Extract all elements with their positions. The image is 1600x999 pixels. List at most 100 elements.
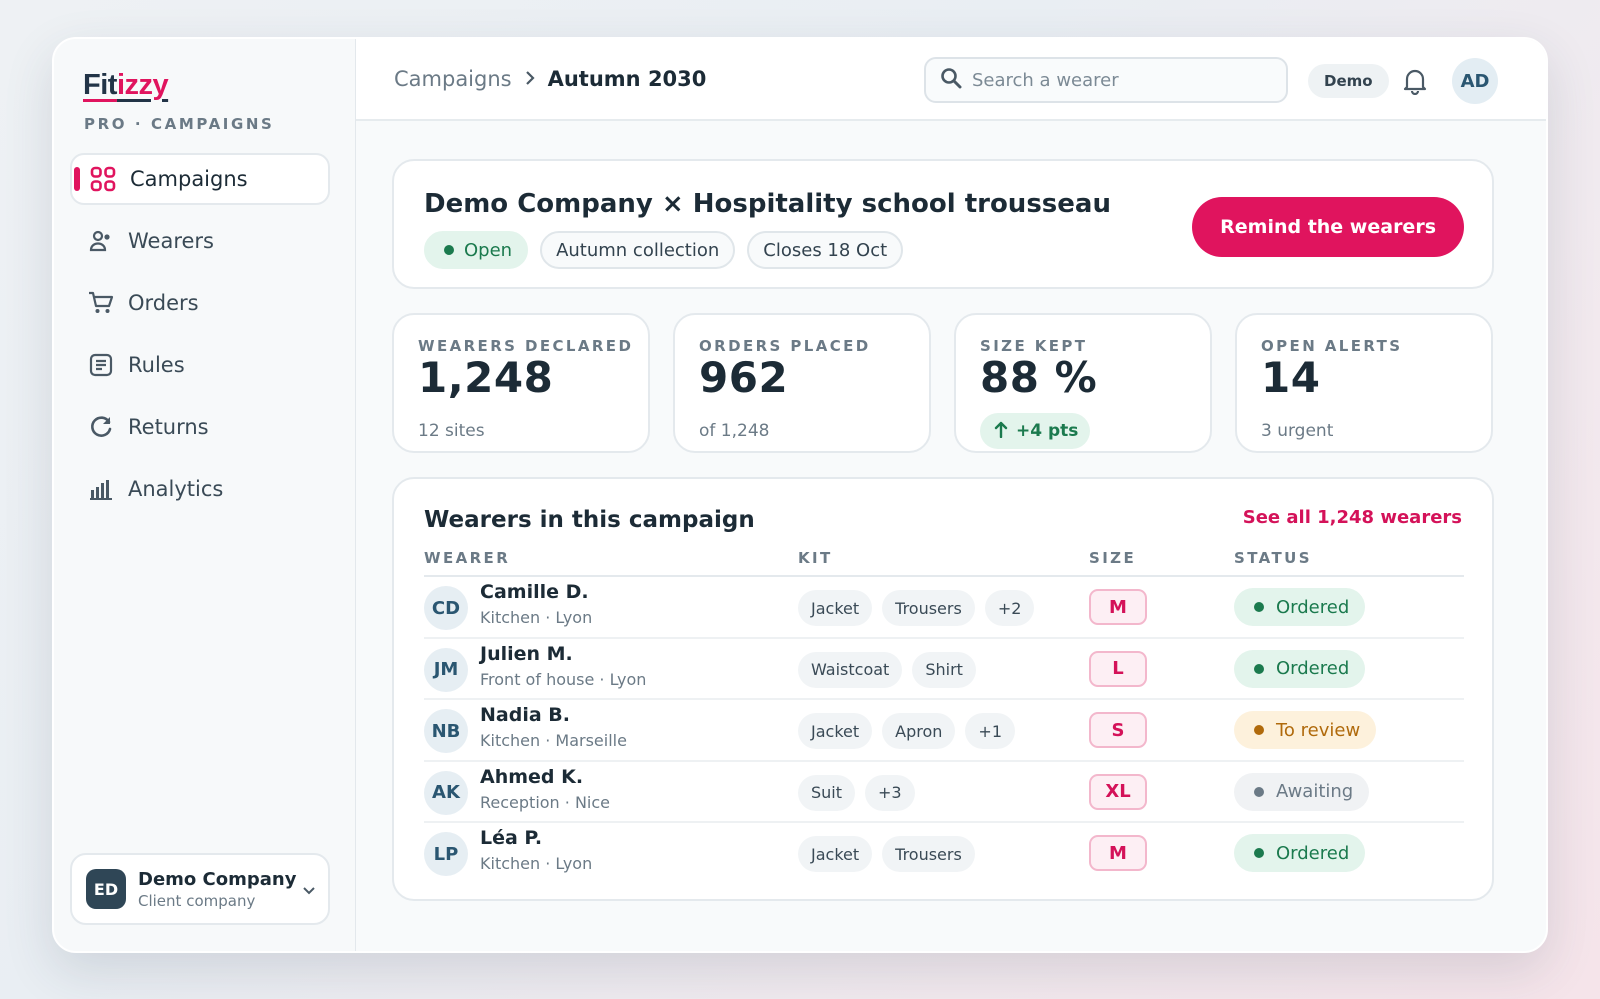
bar-chart-icon	[88, 476, 114, 502]
wearer-meta: Front of house · Lyon	[480, 669, 647, 689]
sidebar-item-rules[interactable]: Rules	[70, 339, 330, 391]
breadcrumb-current: Autumn 2030	[547, 67, 707, 91]
kit-chip: Apron	[882, 713, 956, 749]
table-body: CD Camille D. Kitchen · Lyon Jacket Trous…	[424, 577, 1464, 885]
kit-chip: Jacket	[798, 713, 873, 749]
see-all-wearers-link[interactable]: See all 1,248 wearers	[1242, 507, 1462, 528]
table-title: Wearers in this campaign	[424, 507, 755, 533]
search-box[interactable]	[924, 57, 1288, 103]
campaign-title: Demo Company × Hospitality school trouss…	[424, 189, 1111, 219]
kit-chip: Shirt	[912, 651, 976, 688]
status-label: Open	[464, 239, 513, 261]
logo-text-fit: Fit	[83, 69, 117, 101]
wearer-name: Léa P.	[480, 827, 543, 849]
stat-card-orders-placed: ORDERS PLACED 962 of 1,248	[673, 313, 931, 453]
campaign-tags: Open Autumn collection Closes 18 Oct	[424, 231, 904, 269]
stat-label: OPEN ALERTS	[1261, 337, 1403, 355]
stat-label: SIZE KEPT	[980, 337, 1088, 355]
status-label: To review	[1276, 719, 1361, 741]
sidebar-item-analytics[interactable]: Analytics	[70, 463, 330, 515]
column-header-size: SIZE	[1089, 549, 1137, 567]
app-window: Fitizzy PRO · CAMPAIGNS Campaigns Wearer…	[52, 37, 1548, 953]
search-input[interactable]	[972, 69, 1272, 91]
stat-value: 1,248	[418, 353, 554, 402]
kit-chip: +1	[965, 713, 1015, 749]
kit-list: Waistcoat Shirt	[798, 651, 976, 688]
stat-label: ORDERS PLACED	[699, 337, 871, 355]
table-row[interactable]: AK Ahmed K. Reception · Nice Suit +3 XL A…	[424, 762, 1464, 823]
company-avatar: ED	[86, 869, 126, 909]
status-dot	[1254, 663, 1264, 674]
size-badge: XL	[1089, 773, 1147, 810]
logo-text-izzy: izzy	[116, 69, 169, 101]
status-badge: Awaiting	[1234, 772, 1370, 811]
table-row[interactable]: NB Nadia B. Kitchen · Marseille Jacket Ap…	[424, 700, 1464, 762]
sidebar-item-campaigns[interactable]: Campaigns	[70, 153, 330, 205]
stat-value: 88 %	[980, 353, 1098, 402]
table-row[interactable]: CD Camille D. Kitchen · Lyon Jacket Trous…	[424, 577, 1464, 639]
trend-value: +4 pts	[1016, 421, 1079, 441]
company-role: Client company	[138, 891, 256, 910]
breadcrumb-campaigns-link[interactable]: Campaigns	[394, 67, 512, 91]
status-badge: Ordered	[1234, 649, 1366, 688]
wearer-avatar: AK	[424, 770, 468, 815]
main-content: Campaigns Autumn 2030 Demo AD Demo Compa…	[356, 39, 1546, 951]
sidebar-item-label: Rules	[128, 353, 185, 377]
wearer-avatar: NB	[424, 709, 468, 753]
wearer-name: Nadia B.	[480, 704, 570, 726]
status-dot	[444, 245, 454, 255]
sidebar-item-orders[interactable]: Orders	[70, 277, 330, 329]
status-badge: To review	[1234, 711, 1377, 749]
wearer-name: Ahmed K.	[480, 765, 584, 788]
company-info: Demo Company Client company	[138, 869, 296, 910]
sidebar-item-returns[interactable]: Returns	[70, 401, 330, 453]
status-label: Ordered	[1276, 658, 1350, 679]
chevron-down-icon	[302, 881, 316, 900]
kit-chip: +3	[865, 774, 915, 811]
remind-wearers-button[interactable]: Remind the wearers	[1192, 197, 1464, 257]
sidebar-item-label: Wearers	[128, 229, 214, 253]
status-dot	[1254, 786, 1264, 797]
cart-icon	[88, 290, 114, 316]
status-dot	[1254, 602, 1264, 612]
stat-card-open-alerts: OPEN ALERTS 14 3 urgent	[1235, 313, 1493, 453]
sidebar-item-label: Campaigns	[130, 167, 248, 191]
sidebar: Fitizzy PRO · CAMPAIGNS Campaigns Wearer…	[54, 39, 356, 951]
sidebar-item-label: Orders	[128, 291, 199, 315]
demo-badge: Demo	[1308, 64, 1389, 98]
fitizzy-logo[interactable]: Fitizzy	[83, 69, 169, 102]
grid-icon	[90, 166, 116, 192]
stat-label: WEARERS DECLARED	[418, 337, 634, 355]
wearer-name: Camille D.	[480, 581, 589, 603]
sidebar-item-wearers[interactable]: Wearers	[70, 215, 330, 267]
stat-subtext: of 1,248	[699, 421, 770, 441]
status-badge: Ordered	[1234, 588, 1366, 626]
status-label: Ordered	[1276, 842, 1350, 864]
wearer-meta: Kitchen · Marseille	[480, 731, 627, 750]
sidebar-nav: Campaigns Wearers Orders Rules	[70, 153, 330, 525]
bell-icon[interactable]	[1402, 67, 1428, 99]
kit-chip: Jacket	[798, 836, 873, 872]
campaign-header-card: Demo Company × Hospitality school trouss…	[392, 159, 1494, 289]
wearers-table-card: Wearers in this campaign See all 1,248 w…	[392, 477, 1494, 901]
stat-subtext: 12 sites	[418, 421, 485, 441]
table-header: WEARER KIT SIZE STATUS	[424, 547, 1464, 577]
wearer-avatar: CD	[424, 586, 468, 630]
table-row[interactable]: JM Julien M. Front of house · Lyon Waist…	[424, 639, 1464, 700]
kit-list: Jacket Apron +1	[798, 713, 1015, 749]
column-header-kit: KIT	[798, 549, 833, 567]
size-badge: M	[1089, 589, 1147, 625]
status-badge: Ordered	[1234, 834, 1366, 872]
wearer-name: Julien M.	[480, 642, 573, 665]
company-switcher[interactable]: ED Demo Company Client company	[70, 853, 330, 925]
stat-value: 962	[699, 353, 789, 402]
table-row[interactable]: LP Léa P. Kitchen · Lyon Jacket Trousers …	[424, 823, 1464, 885]
kit-list: Jacket Trousers	[798, 836, 975, 872]
column-header-wearer: WEARER	[424, 549, 511, 567]
user-avatar[interactable]: AD	[1452, 58, 1498, 104]
wearer-meta: Kitchen · Lyon	[480, 608, 593, 627]
status-badge-open: Open	[424, 231, 529, 269]
search-icon	[940, 67, 962, 93]
trend-badge: +4 pts	[980, 413, 1091, 449]
wearer-avatar: LP	[424, 832, 468, 876]
